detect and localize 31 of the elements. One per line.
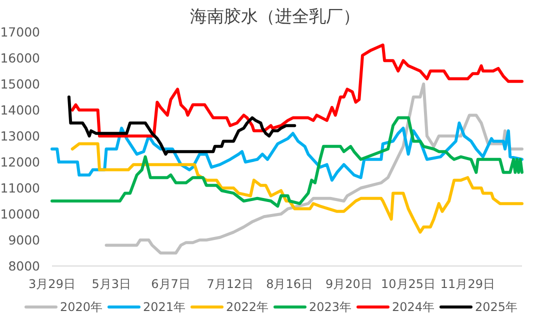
y-tick-label: 9000 xyxy=(8,232,40,248)
x-tick-label: 5月3日 xyxy=(92,277,132,291)
x-tick-label: 9月20日 xyxy=(325,277,372,291)
y-tick-label: 10000 xyxy=(0,206,40,222)
legend-item: 2023年 xyxy=(274,300,352,314)
legend-label: 2022年 xyxy=(226,300,269,314)
legend-label: 2023年 xyxy=(309,300,352,314)
x-tick-label: 10月25日 xyxy=(381,277,436,291)
chart-title: 海南胶水（进全乳厂） xyxy=(190,7,360,27)
legend-label: 2021年 xyxy=(143,300,186,314)
legend-item: 2021年 xyxy=(108,300,186,314)
x-tick-label: 11月29日 xyxy=(440,277,495,291)
y-tick-label: 14000 xyxy=(0,102,40,118)
y-tick-label: 8000 xyxy=(8,258,40,274)
y-tick-label: 13000 xyxy=(0,128,40,144)
legend-item: 2024年 xyxy=(356,300,435,314)
x-tick-label: 7月12日 xyxy=(206,277,254,291)
legend-item: 2025年 xyxy=(440,300,518,314)
y-tick-label: 15000 xyxy=(0,76,40,92)
y-tick-label: 11000 xyxy=(0,180,40,196)
legend-label: 2020年 xyxy=(60,300,103,314)
legend-item: 2022年 xyxy=(190,300,269,314)
y-tick-label: 17000 xyxy=(0,24,40,40)
y-tick-label: 16000 xyxy=(0,50,40,66)
x-tick-label: 3月29日 xyxy=(28,277,76,291)
legend-label: 2024年 xyxy=(392,300,435,314)
x-tick-label: 8月16日 xyxy=(266,277,313,291)
y-tick-label: 12000 xyxy=(0,154,40,170)
legend-label: 2025年 xyxy=(475,300,518,314)
x-tick-label: 6月7日 xyxy=(151,277,190,291)
legend-item: 2020年 xyxy=(24,300,103,314)
